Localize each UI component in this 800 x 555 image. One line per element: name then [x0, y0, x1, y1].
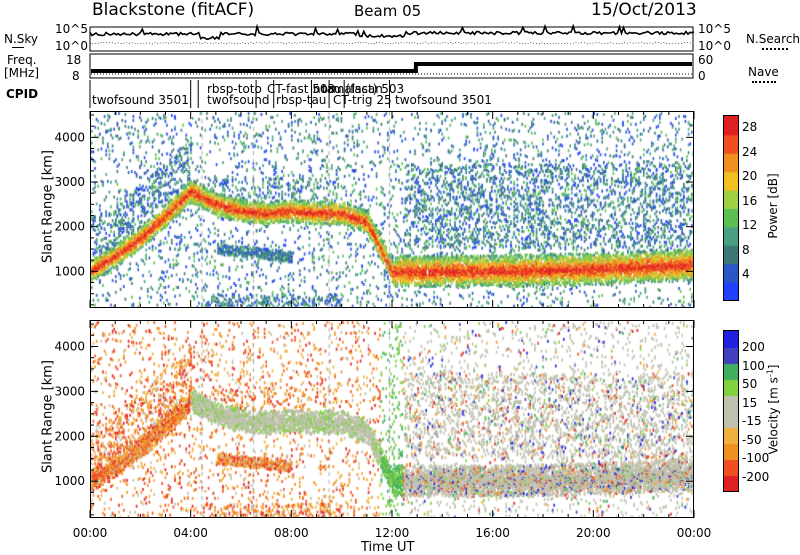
cpid-label: CPID: [6, 87, 39, 101]
velocity-cbar-tick-5: -50: [742, 432, 762, 447]
noise-sky-line: [89, 23, 695, 41]
xtick-label-2: 08:00: [274, 526, 309, 540]
nave-legend: [752, 81, 776, 83]
velocity-panel: [90, 320, 694, 518]
xtick-label-5: 20:00: [576, 526, 611, 540]
velocity-ytick-label-2: 3000: [54, 384, 85, 398]
xtick-label-4: 16:00: [475, 526, 510, 540]
power-cbar-tick-3: 16: [742, 193, 758, 208]
x-axis-label: Time UT: [361, 540, 415, 555]
noise-search-line: [88, 41, 695, 45]
xtick-label-6: 00:00: [677, 526, 712, 540]
noise-label: N.Sky: [4, 32, 39, 46]
nave-tick-low: 0: [698, 69, 706, 83]
freq-unit-label: [MHz]: [4, 66, 40, 80]
power-cbar-tick-6: 28: [742, 120, 758, 135]
cpid-dividers: [89, 80, 390, 108]
velocity-cbar-tick-4: -15: [742, 414, 762, 428]
velocity-ytick-label-3: 4000: [54, 339, 85, 353]
noise-tick-low-left: 10^0: [55, 39, 88, 53]
power-cbar-tick-2: 12: [742, 218, 758, 233]
velocity-heatmap: [90, 320, 694, 518]
power-colorbar: [723, 115, 739, 301]
power-ylabel: Slant Range [km]: [40, 150, 56, 263]
velocity-colorbar-label: Velocity [m s-1]: [765, 364, 781, 455]
velocity-cbar-tick-0: 200: [742, 340, 765, 354]
cpid-segment-label: twofsound 3501: [395, 93, 492, 107]
xtick-label-3: 12:00: [375, 526, 410, 540]
power-cbar-tick-5: 24: [742, 144, 758, 159]
date-label: 15/Oct/2013: [591, 0, 697, 20]
power-cbar-tick-1: 8: [742, 242, 750, 257]
power-heatmap: [90, 111, 694, 308]
noise-tick-high-left: 10^5: [55, 22, 88, 36]
cpid-segment-label: rbsp-toto: [207, 82, 262, 96]
cpid-segment-label: normalscan: [313, 82, 383, 96]
cpid-segment-label: tau (fast) 503: [322, 82, 405, 96]
power-cbar-tick-0: 4: [742, 267, 750, 282]
power-cbar-tick-4: 20: [742, 169, 758, 184]
nave-label: Nave: [748, 65, 779, 79]
freq-tick-low: 8: [72, 69, 80, 83]
freq-label: Freq.: [7, 53, 37, 67]
noise-tick-high: 10^5: [698, 22, 731, 36]
velocity-cbar-tick-1: 100: [742, 358, 765, 373]
nave-tick-high: 60: [698, 53, 714, 67]
velocity-ylabel: Slant Range [km]: [40, 360, 56, 473]
power-ytick-label-3: 4000: [54, 130, 85, 144]
velocity-ytick-label-0: 1000: [54, 474, 85, 488]
xtick-label-0: 00:00: [73, 526, 108, 540]
freq-line: [91, 62, 692, 73]
velocity-colorbar: [723, 330, 739, 492]
velocity-cbar-tick-2: 50: [742, 377, 758, 391]
velocity-cbar-tick-7: -200: [742, 469, 770, 484]
power-ytick-label-0: 1000: [54, 264, 85, 278]
cpid-segment-label: rbsp-tau: [276, 93, 327, 107]
noise-search-label: N.Search: [746, 32, 800, 46]
cpid-segment-label: twofsound: [207, 93, 270, 107]
status-panels: [88, 23, 695, 108]
cpid-segment-label: twofsound 3501: [92, 93, 189, 107]
beam-label: Beam 05: [354, 2, 422, 20]
power-ytick-label-2: 3000: [54, 175, 85, 189]
velocity-cbar-tick-6: -100: [742, 451, 770, 465]
power-ytick-label-1: 2000: [54, 220, 85, 234]
freq-trace: [91, 62, 692, 75]
noise-legend-line: [12, 47, 24, 48]
velocity-ytick-label-1: 2000: [54, 429, 85, 443]
velocity-cbar-tick-3: 15: [742, 395, 758, 410]
noise-search-legend: [762, 48, 788, 50]
freq-tick-high: 18: [66, 53, 82, 67]
noise-trace: [88, 23, 695, 45]
station-title: Blackstone (fitACF): [92, 0, 255, 20]
freq-panel-frame: [89, 53, 694, 79]
cpid-segment-label: CT-fast 503: [267, 82, 336, 96]
noise-panel-frame: [89, 26, 694, 52]
noise-tick-low: 10^0: [698, 39, 731, 53]
xtick-label-1: 04:00: [173, 526, 208, 540]
power-colorbar-label: Power [dB]: [766, 173, 780, 239]
cpid-segment-label: CT-trig 25: [333, 93, 392, 107]
